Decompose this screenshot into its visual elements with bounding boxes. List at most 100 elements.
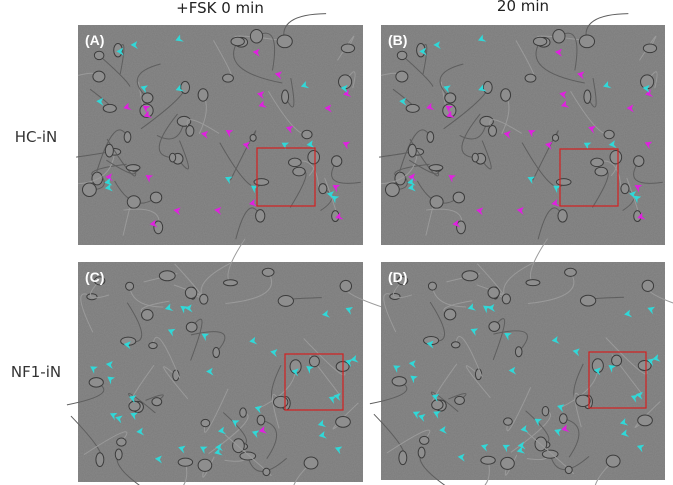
cell-body <box>149 191 163 204</box>
arrowhead <box>619 418 629 426</box>
cell-body <box>488 124 497 137</box>
cell-body <box>114 448 123 461</box>
cell-body <box>637 414 653 427</box>
cell-body <box>177 457 194 467</box>
cell-body <box>102 103 117 113</box>
arrowhead <box>554 48 563 57</box>
neurite <box>506 387 532 432</box>
cell-body <box>249 133 257 142</box>
cell-body <box>318 183 328 195</box>
arrowhead <box>231 420 240 428</box>
cell-body <box>405 103 420 113</box>
arrowhead <box>123 341 131 350</box>
cell-body <box>398 450 408 466</box>
cell-body <box>104 143 114 158</box>
arrowhead <box>342 141 351 150</box>
arrowhead <box>572 348 580 357</box>
cell-body <box>407 143 417 158</box>
cell-body <box>426 131 435 143</box>
cell-body <box>153 220 164 235</box>
arrowhead <box>478 34 487 42</box>
arrowhead <box>274 71 283 80</box>
arrowhead <box>467 303 477 311</box>
cell-body <box>416 42 426 58</box>
arrowhead <box>410 375 418 384</box>
arrowhead <box>142 105 151 114</box>
cell-body <box>471 152 479 163</box>
cell-body <box>113 42 123 58</box>
neurite <box>158 113 178 159</box>
neurite <box>455 336 483 378</box>
arrowhead <box>164 303 174 312</box>
cell-body <box>273 395 289 409</box>
arrowhead <box>96 97 104 106</box>
arrowhead <box>343 89 352 98</box>
arrowhead <box>439 426 447 434</box>
cell-body <box>603 129 615 140</box>
cell-body <box>158 270 176 282</box>
cell-body <box>391 376 407 387</box>
cell-body <box>633 155 645 167</box>
neurite <box>386 429 431 454</box>
arrowhead <box>534 418 543 427</box>
arrowhead <box>588 125 596 134</box>
arrowhead <box>167 328 176 337</box>
panel-label: (B) <box>388 32 407 48</box>
arrowhead <box>145 174 154 183</box>
arrowhead <box>242 141 250 150</box>
cell-body <box>199 293 209 305</box>
region-box <box>588 351 647 409</box>
arrowhead <box>340 84 348 93</box>
arrowhead <box>554 428 562 437</box>
arrowhead <box>433 41 441 50</box>
cell-body <box>184 286 198 300</box>
arrowhead <box>408 173 416 182</box>
arrowhead <box>399 97 407 106</box>
arrowhead <box>551 198 560 207</box>
cell-body <box>564 267 577 277</box>
arrowhead <box>200 130 209 139</box>
cell-body <box>564 465 573 475</box>
cell-body <box>256 414 266 426</box>
arrowhead <box>480 443 489 452</box>
cell-body <box>223 279 238 287</box>
arrowhead <box>105 173 113 182</box>
neurite <box>535 41 585 84</box>
cell-body <box>176 115 192 127</box>
arrowhead <box>452 219 461 228</box>
arrowhead <box>408 360 416 369</box>
arrowhead <box>418 414 426 422</box>
cell-body <box>487 286 500 299</box>
arrowhead <box>318 431 327 439</box>
cell-body <box>230 36 245 47</box>
arrowhead <box>516 446 526 454</box>
cell-body <box>590 157 604 168</box>
cell-body <box>524 73 537 83</box>
cell-body <box>307 149 321 165</box>
cell-body <box>500 88 512 102</box>
arrowhead <box>446 110 455 118</box>
cell-body <box>339 279 353 293</box>
arrowhead <box>583 142 592 151</box>
cell-body <box>456 220 466 235</box>
arrowhead <box>577 71 585 80</box>
arrowhead <box>214 447 223 456</box>
neurite <box>163 366 189 400</box>
arrowhead <box>350 354 359 363</box>
cell-body <box>281 89 290 104</box>
arrowhead <box>393 365 401 373</box>
arrowhead <box>407 177 416 186</box>
cell-body <box>261 267 275 277</box>
arrowhead <box>201 333 210 342</box>
cell-body <box>396 50 408 61</box>
neurite <box>380 151 418 185</box>
arrowhead <box>206 367 214 376</box>
micrograph-panel: (B) <box>379 13 665 245</box>
cell-body <box>88 377 104 388</box>
neurite <box>190 331 226 353</box>
arrowhead <box>644 141 653 150</box>
neurite <box>83 431 128 456</box>
arrowhead <box>487 304 496 312</box>
arrowhead <box>335 212 344 220</box>
cell-body <box>431 399 444 411</box>
